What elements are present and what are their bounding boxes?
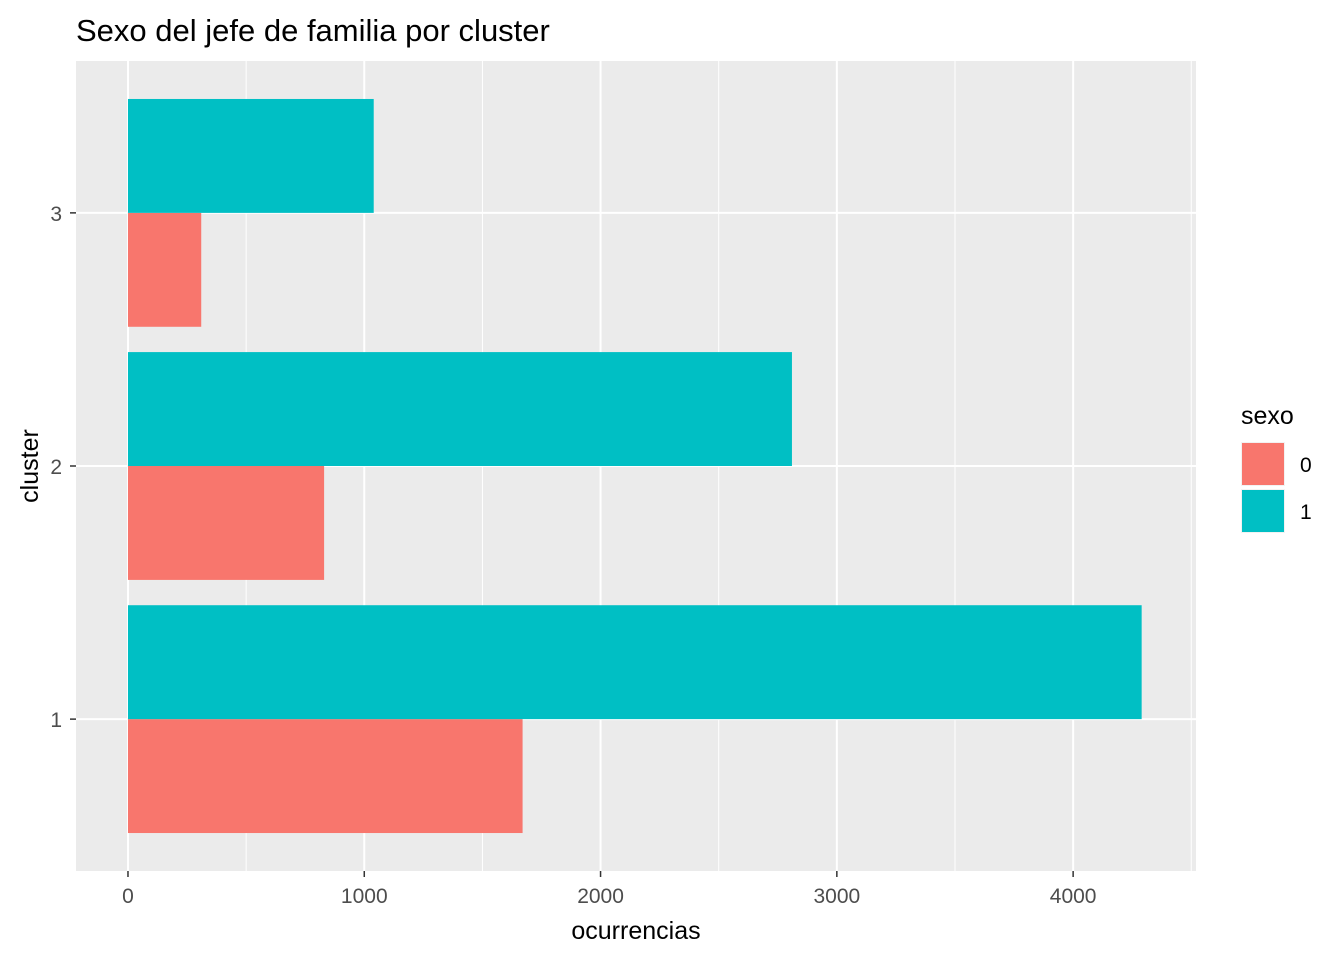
bar-cluster-2-sexo-1 bbox=[127, 352, 792, 466]
bar-cluster-1-sexo-1 bbox=[127, 605, 1142, 720]
x-tick-label: 2000 bbox=[577, 885, 624, 908]
x-tick-label: 4000 bbox=[1050, 885, 1097, 908]
chart-title: Sexo del jefe de familia por cluster bbox=[76, 13, 550, 48]
legend-key-0 bbox=[1242, 443, 1284, 485]
y-axis-title: cluster bbox=[16, 429, 44, 503]
legend-key-1 bbox=[1242, 490, 1284, 532]
x-axis-title: ocurrencias bbox=[571, 917, 700, 945]
x-axis: 0 1000 2000 3000 4000 bbox=[122, 871, 1096, 908]
bar-cluster-2-sexo-0 bbox=[127, 466, 325, 580]
bar-cluster-3-sexo-0 bbox=[127, 212, 202, 327]
bars bbox=[127, 98, 1142, 834]
x-tick-label: 0 bbox=[122, 885, 134, 908]
y-tick-label: 1 bbox=[50, 709, 62, 732]
y-tick-label: 3 bbox=[50, 203, 62, 226]
y-axis: 1 2 3 bbox=[50, 203, 76, 732]
bar-cluster-3-sexo-1 bbox=[127, 98, 374, 213]
legend-title: sexo bbox=[1241, 402, 1294, 430]
legend-label-0: 0 bbox=[1300, 454, 1312, 477]
x-tick-label: 1000 bbox=[341, 885, 388, 908]
y-tick-label: 2 bbox=[50, 456, 62, 479]
legend: sexo 0 1 bbox=[1241, 402, 1312, 533]
x-tick-label: 3000 bbox=[813, 885, 860, 908]
legend-label-1: 1 bbox=[1300, 501, 1312, 524]
bar-cluster-1-sexo-0 bbox=[127, 719, 523, 834]
